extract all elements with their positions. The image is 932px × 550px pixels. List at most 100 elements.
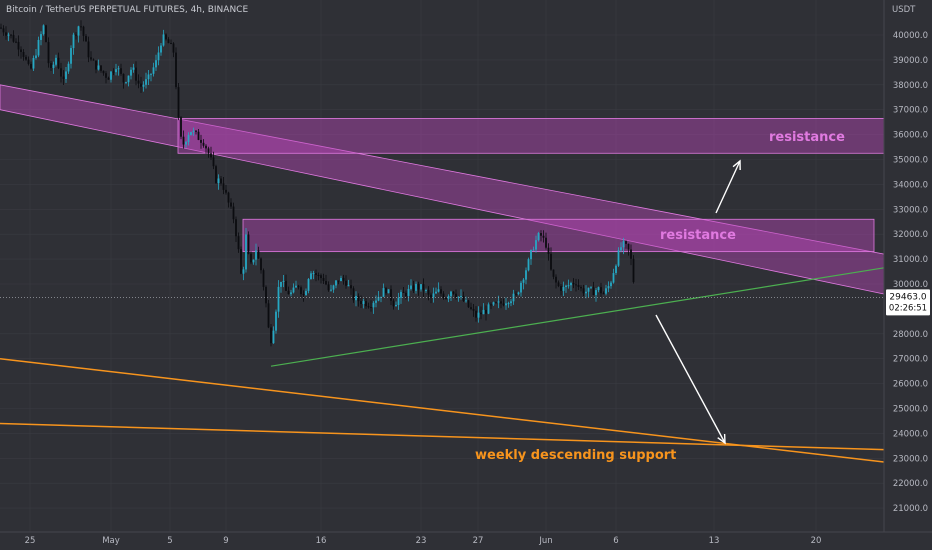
candle-body bbox=[532, 249, 535, 251]
candle-body bbox=[302, 294, 305, 296]
candle-body bbox=[482, 309, 485, 315]
price-tick-label: 37000.0 bbox=[893, 106, 928, 116]
price-axis-panel[interactable] bbox=[884, 0, 932, 550]
candle-body bbox=[50, 63, 52, 68]
candle-body bbox=[77, 26, 80, 36]
candle-body bbox=[567, 285, 570, 287]
candle-body bbox=[0, 27, 2, 29]
candle-body bbox=[330, 289, 332, 291]
candle-body bbox=[417, 283, 420, 290]
candle-body bbox=[197, 131, 200, 140]
candle-body bbox=[235, 219, 237, 237]
price-tick-label: 25000.0 bbox=[893, 405, 928, 415]
candle-body bbox=[365, 301, 367, 307]
candle-body bbox=[457, 296, 460, 298]
candle-body bbox=[97, 65, 100, 70]
candle-body bbox=[30, 63, 32, 69]
candle-body bbox=[507, 303, 510, 305]
candle-body bbox=[200, 139, 202, 143]
candle-body bbox=[35, 55, 37, 58]
candle-body bbox=[527, 259, 530, 271]
price-tick-label: 38000.0 bbox=[893, 81, 928, 91]
candle-body bbox=[520, 282, 522, 293]
candle-body bbox=[580, 287, 582, 289]
candle-body bbox=[485, 309, 487, 314]
candle-body bbox=[440, 289, 442, 294]
candle-body bbox=[15, 41, 17, 43]
candle-body bbox=[340, 277, 342, 282]
candle-body bbox=[345, 280, 347, 286]
candle-body bbox=[52, 64, 55, 68]
time-tick-label: 25 bbox=[25, 536, 36, 546]
candle-body bbox=[495, 302, 497, 304]
candle-body bbox=[542, 235, 545, 238]
candle-body bbox=[290, 292, 292, 295]
candle-body bbox=[127, 75, 130, 83]
candle-body bbox=[455, 293, 457, 298]
time-axis-panel[interactable] bbox=[0, 532, 932, 550]
candle-body bbox=[17, 41, 20, 50]
candle-body bbox=[205, 145, 207, 149]
grid bbox=[0, 0, 884, 532]
time-tick-label: 5 bbox=[167, 536, 172, 546]
candle-body bbox=[185, 141, 187, 145]
candle-body bbox=[375, 300, 377, 303]
time-tick-label: May bbox=[102, 536, 120, 546]
candle-body bbox=[525, 270, 527, 280]
candle-body bbox=[582, 288, 585, 294]
candle-body bbox=[560, 286, 562, 291]
candle-body bbox=[617, 250, 620, 266]
candle-body bbox=[45, 25, 47, 43]
candle-body bbox=[307, 279, 310, 291]
candle-body bbox=[40, 34, 42, 40]
secondary-support-line bbox=[0, 422, 885, 451]
candle-body bbox=[632, 258, 635, 283]
candle-body bbox=[117, 68, 120, 70]
candle-body bbox=[222, 183, 225, 190]
candle-body bbox=[85, 35, 87, 42]
candle-body bbox=[372, 302, 375, 308]
candle-body bbox=[245, 234, 247, 270]
candle-body bbox=[510, 301, 512, 304]
candle-body bbox=[497, 301, 500, 303]
price-tick-label: 35000.0 bbox=[893, 156, 928, 166]
candle-body bbox=[72, 34, 75, 49]
candle-body bbox=[295, 285, 297, 288]
candle-body bbox=[212, 157, 215, 167]
time-tick-label: 23 bbox=[416, 536, 427, 546]
currency-label: USDT bbox=[892, 5, 916, 15]
candle-body bbox=[452, 291, 455, 294]
candle-body bbox=[475, 310, 477, 318]
candle-body bbox=[180, 117, 182, 137]
candle-body bbox=[607, 286, 610, 289]
candle-body bbox=[145, 79, 147, 85]
price-tick-label: 34000.0 bbox=[893, 180, 928, 190]
candle-body bbox=[242, 269, 245, 274]
time-tick-labels: 25 May 5 9 16 23 27 Jun 6 13 20 bbox=[25, 536, 822, 546]
candle-body bbox=[602, 293, 605, 295]
candle-body bbox=[282, 280, 285, 282]
resistance-label-upper: resistance bbox=[769, 130, 845, 145]
candle-body bbox=[605, 288, 607, 294]
candle-body bbox=[190, 132, 192, 136]
candle-body bbox=[12, 34, 15, 42]
candle-body bbox=[105, 73, 107, 78]
lower-resistance-box bbox=[242, 218, 875, 253]
candle-body bbox=[397, 297, 400, 305]
candle-body bbox=[240, 249, 242, 274]
candle-body bbox=[422, 284, 425, 291]
candle-body bbox=[437, 289, 440, 292]
candle-body bbox=[615, 265, 617, 274]
candle-body bbox=[225, 189, 227, 193]
candle-body bbox=[47, 42, 50, 64]
candle-body bbox=[207, 148, 210, 154]
resistance-label-lower: resistance bbox=[660, 228, 736, 243]
candle-body bbox=[177, 87, 180, 118]
candle-body bbox=[350, 285, 352, 289]
candle-body bbox=[362, 301, 365, 304]
candle-body bbox=[82, 26, 85, 36]
candle-body bbox=[267, 303, 270, 328]
candle-body bbox=[285, 280, 287, 291]
candle-body bbox=[160, 45, 162, 53]
